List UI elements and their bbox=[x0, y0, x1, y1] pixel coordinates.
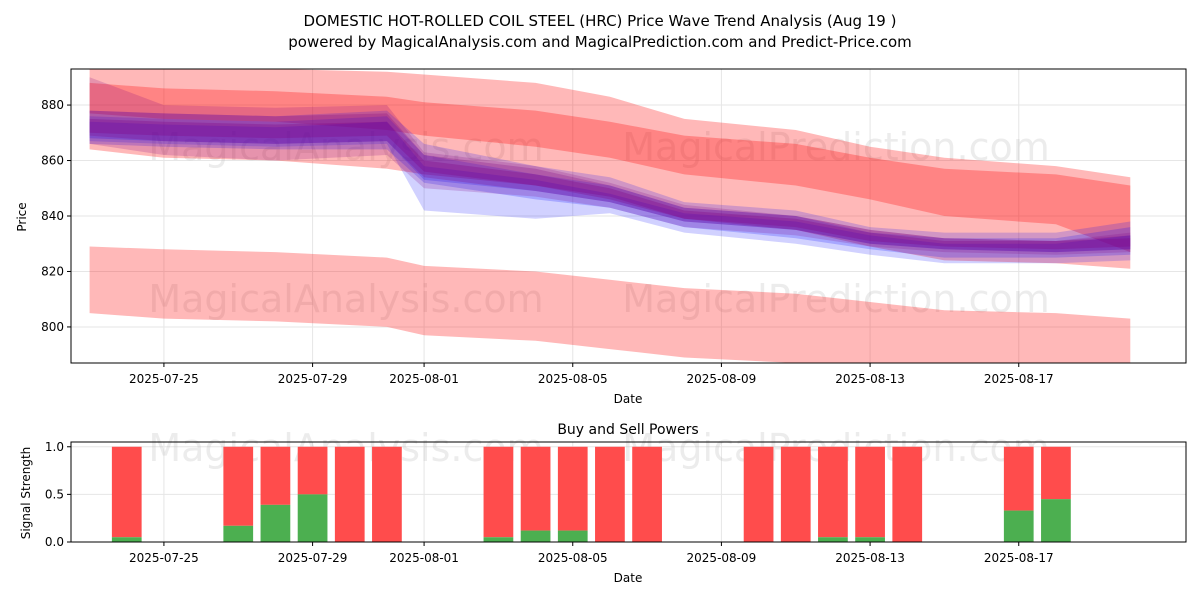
sell-power-bar bbox=[818, 446, 848, 538]
price-x-axis-label: Date bbox=[614, 392, 643, 406]
price-x-tick-label: 2025-08-05 bbox=[538, 372, 608, 386]
power-bars bbox=[111, 446, 1071, 542]
power-y-tick-label: 0.5 bbox=[45, 487, 64, 501]
power-x-tick-label: 2025-07-29 bbox=[278, 551, 348, 565]
buy-power-bar bbox=[1041, 499, 1071, 542]
buy-power-bar bbox=[483, 537, 514, 542]
red-price-band bbox=[89, 69, 1131, 269]
sell-power-bar bbox=[111, 446, 142, 538]
price-y-axis-label: Price bbox=[15, 202, 29, 231]
buy-power-bar bbox=[520, 530, 551, 542]
power-plot-frame bbox=[70, 441, 1187, 543]
sell-power-bar bbox=[1041, 446, 1071, 500]
purple-price-band bbox=[89, 110, 1131, 253]
power-x-tick-label: 2025-08-01 bbox=[389, 551, 459, 565]
power-x-tick-label: 2025-08-09 bbox=[687, 551, 757, 565]
sell-power-bar bbox=[334, 446, 365, 542]
watermark-prediction-top: MagicalPrediction.com bbox=[622, 125, 1050, 169]
watermark-analysis-mid: MagicalAnalysis.com bbox=[148, 277, 543, 321]
watermark-analysis-top: MagicalAnalysis.com bbox=[148, 125, 543, 169]
sell-power-bar bbox=[520, 446, 551, 531]
power-x-tick-label: 2025-07-25 bbox=[129, 551, 199, 565]
buy-power-bar bbox=[223, 525, 254, 542]
price-y-tick-label: 860 bbox=[41, 154, 64, 168]
power-x-tick-label: 2025-08-13 bbox=[835, 551, 905, 565]
price-x-tick-label: 2025-08-17 bbox=[984, 372, 1054, 386]
price-x-tick-label: 2025-08-01 bbox=[389, 372, 459, 386]
blue-price-band bbox=[89, 110, 1131, 264]
power-y-tick-label: 0.0 bbox=[45, 535, 64, 549]
watermark-prediction-mid: MagicalPrediction.com bbox=[622, 277, 1050, 321]
buy-power-bar bbox=[557, 530, 588, 542]
price-chart: MagicalAnalysis.com MagicalPrediction.co… bbox=[15, 68, 1187, 406]
power-x-tick-label: 2025-08-05 bbox=[538, 551, 608, 565]
price-y-tick-label: 880 bbox=[41, 98, 64, 112]
sell-power-bar bbox=[743, 446, 774, 542]
sell-power-bar bbox=[595, 446, 625, 542]
buy-power-bar bbox=[1003, 510, 1034, 542]
buy-power-bar bbox=[260, 504, 291, 542]
buy-power-bar bbox=[855, 537, 885, 542]
sell-power-bar bbox=[892, 446, 923, 542]
red-price-band bbox=[89, 82, 1131, 253]
sell-power-bar bbox=[297, 446, 328, 495]
purple-price-band bbox=[89, 118, 1131, 250]
power-y-tick-label: 1.0 bbox=[45, 440, 64, 454]
figure-subtitle: powered by MagicalAnalysis.com and Magic… bbox=[288, 33, 912, 51]
sell-power-bar bbox=[372, 446, 402, 542]
sell-power-bar bbox=[1003, 446, 1034, 511]
sell-power-bar bbox=[780, 446, 811, 542]
blue-price-band bbox=[89, 116, 1131, 258]
red-price-band bbox=[89, 246, 1131, 363]
price-x-tick-label: 2025-08-09 bbox=[687, 372, 757, 386]
sell-power-bar bbox=[260, 446, 291, 505]
price-x-tick-label: 2025-08-13 bbox=[835, 372, 905, 386]
price-bands bbox=[89, 69, 1131, 363]
sell-power-bar bbox=[855, 446, 885, 538]
power-x-tick-label: 2025-08-17 bbox=[984, 551, 1054, 565]
purple-price-band bbox=[89, 77, 1131, 255]
price-y-tick-label: 820 bbox=[41, 264, 64, 278]
price-x-tick-label: 2025-07-25 bbox=[129, 372, 199, 386]
power-y-axis-label: Signal Strength bbox=[19, 447, 33, 540]
sell-power-bar bbox=[632, 446, 662, 542]
sell-power-bar bbox=[223, 446, 254, 526]
power-ticks: 2025-07-25 2025-07-29 2025-08-01 2025-08-05… bbox=[45, 440, 1054, 565]
sell-power-bar bbox=[483, 446, 514, 538]
power-chart: Buy and Sell Powers MagicalAnalysis.com … bbox=[19, 422, 1187, 585]
price-ticks: 2025-07-25 2025-07-29 2025-08-01 2025-08-05… bbox=[41, 98, 1054, 386]
buy-power-bar bbox=[818, 537, 848, 542]
price-y-tick-label: 800 bbox=[41, 320, 64, 334]
price-grid bbox=[71, 69, 1186, 363]
power-chart-title: Buy and Sell Powers bbox=[557, 422, 698, 438]
figure-title: DOMESTIC HOT-ROLLED COIL STEEL (HRC) Pri… bbox=[304, 12, 897, 30]
blue-price-band bbox=[89, 121, 1131, 253]
power-x-axis-label: Date bbox=[614, 571, 643, 585]
price-y-tick-label: 840 bbox=[41, 209, 64, 223]
buy-power-bar bbox=[297, 494, 328, 542]
price-x-tick-label: 2025-07-29 bbox=[278, 372, 348, 386]
buy-power-bar bbox=[111, 537, 142, 542]
sell-power-bar bbox=[557, 446, 588, 531]
